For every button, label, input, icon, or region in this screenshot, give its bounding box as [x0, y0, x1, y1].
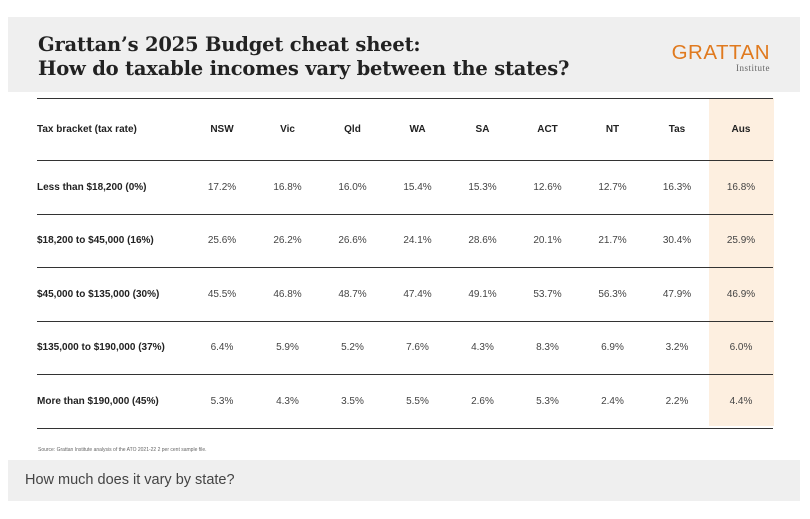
- table-cell: 56.3%: [580, 267, 645, 322]
- row-label: $18,200 to $45,000 (16%): [37, 214, 189, 268]
- title-line-1: Grattan’s 2025 Budget cheat sheet:: [38, 33, 421, 56]
- table-cell: 12.6%: [515, 160, 580, 215]
- table-cell: 24.1%: [385, 214, 450, 268]
- column-header-tas: Tas: [645, 98, 709, 161]
- table-cell: 6.9%: [580, 321, 645, 375]
- table-cell: 3.5%: [320, 374, 385, 429]
- table-cell: 2.4%: [580, 374, 645, 429]
- question-bar[interactable]: How much does it vary by state?: [8, 460, 800, 501]
- table-row: Less than $18,200 (0%) 17.2% 16.8% 16.0% 15.…: [37, 160, 773, 215]
- tax-bracket-table: Tax bracket (tax rate) NSW Vic Qld WA SA ACT NT…: [37, 98, 773, 429]
- table-cell: 26.2%: [255, 214, 320, 268]
- logo-subtitle: Institute: [736, 63, 770, 73]
- table-cell: 6.4%: [189, 321, 255, 375]
- table-cell: 2.2%: [645, 374, 709, 429]
- row-label: $45,000 to $135,000 (30%): [37, 267, 189, 322]
- table-cell: 28.6%: [450, 214, 515, 268]
- table-cell: 16.8%: [709, 160, 773, 215]
- table-cell: 49.1%: [450, 267, 515, 322]
- table-cell: 21.7%: [580, 214, 645, 268]
- column-header-aus: Aus: [709, 98, 773, 161]
- table-cell: 30.4%: [645, 214, 709, 268]
- table-cell: 7.6%: [385, 321, 450, 375]
- table-body: Less than $18,200 (0%) 17.2% 16.8% 16.0% 15.…: [37, 160, 773, 429]
- table-cell: 4.4%: [709, 374, 773, 429]
- table-cell: 5.5%: [385, 374, 450, 429]
- source-note: Source: Grattan Institute analysis of th…: [38, 447, 207, 453]
- table-cell: 5.3%: [515, 374, 580, 429]
- header-banner: Grattan’s 2025 Budget cheat sheet: How d…: [8, 17, 800, 92]
- table-cell: 16.8%: [255, 160, 320, 215]
- table-cell: 46.8%: [255, 267, 320, 322]
- table-cell: 15.3%: [450, 160, 515, 215]
- cheat-sheet-card: Grattan’s 2025 Budget cheat sheet: How d…: [8, 17, 800, 460]
- table-cell: 45.5%: [189, 267, 255, 322]
- title-line-2: How do taxable incomes vary between the …: [38, 57, 570, 80]
- table-cell: 4.3%: [450, 321, 515, 375]
- table-cell: 15.4%: [385, 160, 450, 215]
- column-header-vic: Vic: [255, 98, 320, 161]
- row-label: Less than $18,200 (0%): [37, 160, 189, 215]
- table-cell: 17.2%: [189, 160, 255, 215]
- table-cell: 5.3%: [189, 374, 255, 429]
- row-label: More than $190,000 (45%): [37, 374, 189, 429]
- table-cell: 47.9%: [645, 267, 709, 322]
- table-cell: 20.1%: [515, 214, 580, 268]
- table-cell: 2.6%: [450, 374, 515, 429]
- table-cell: 3.2%: [645, 321, 709, 375]
- column-header-qld: Qld: [320, 98, 385, 161]
- table-cell: 16.0%: [320, 160, 385, 215]
- column-header-act: ACT: [515, 98, 580, 161]
- table-row: More than $190,000 (45%) 5.3% 4.3% 3.5% 5.5%…: [37, 374, 773, 429]
- table-row: $18,200 to $45,000 (16%) 25.6% 26.2% 26.6% 2…: [37, 214, 773, 268]
- table-cell: 46.9%: [709, 267, 773, 322]
- column-header-bracket: Tax bracket (tax rate): [37, 98, 189, 161]
- table-cell: 53.7%: [515, 267, 580, 322]
- table-cell: 5.2%: [320, 321, 385, 375]
- table-cell: 48.7%: [320, 267, 385, 322]
- column-header-wa: WA: [385, 98, 450, 161]
- row-label: $135,000 to $190,000 (37%): [37, 321, 189, 375]
- column-header-sa: SA: [450, 98, 515, 161]
- question-text: How much does it vary by state?: [25, 472, 235, 488]
- table-cell: 16.3%: [645, 160, 709, 215]
- table-header-row: Tax bracket (tax rate) NSW Vic Qld WA SA ACT NT…: [37, 98, 773, 161]
- table-cell: 4.3%: [255, 374, 320, 429]
- table-row: $135,000 to $190,000 (37%) 6.4% 5.9% 5.2% 7.…: [37, 321, 773, 375]
- table-cell: 5.9%: [255, 321, 320, 375]
- column-header-nsw: NSW: [189, 98, 255, 161]
- table-row: $45,000 to $135,000 (30%) 45.5% 46.8% 48.7%…: [37, 267, 773, 322]
- table-cell: 25.9%: [709, 214, 773, 268]
- table-cell: 26.6%: [320, 214, 385, 268]
- column-header-nt: NT: [580, 98, 645, 161]
- table-cell: 8.3%: [515, 321, 580, 375]
- logo-word: GRATTAN: [671, 41, 770, 64]
- table-cell: 12.7%: [580, 160, 645, 215]
- tax-bracket-table-wrap: Tax bracket (tax rate) NSW Vic Qld WA SA ACT NT…: [37, 98, 774, 429]
- page-title: Grattan’s 2025 Budget cheat sheet: How d…: [38, 33, 569, 81]
- grattan-logo: GRATTAN Institute: [671, 41, 770, 73]
- table-cell: 25.6%: [189, 214, 255, 268]
- table-cell: 47.4%: [385, 267, 450, 322]
- table-cell: 6.0%: [709, 321, 773, 375]
